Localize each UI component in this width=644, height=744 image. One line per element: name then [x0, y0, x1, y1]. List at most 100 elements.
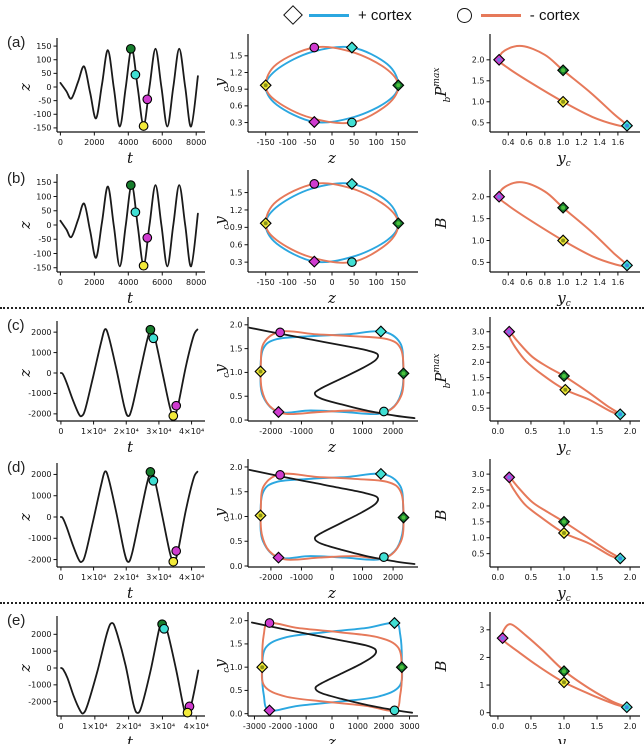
svg-text:-3000: -3000 — [243, 722, 266, 731]
marker-circle — [145, 467, 156, 477]
svg-text:100: 100 — [36, 192, 51, 201]
svg-text:1.5: 1.5 — [591, 427, 604, 436]
svg-text:-2000: -2000 — [28, 555, 51, 564]
svg-text:0.0: 0.0 — [492, 722, 505, 731]
marker-diamond — [374, 467, 387, 480]
svg-text:1.5: 1.5 — [230, 488, 243, 497]
svg-text:0.5: 0.5 — [525, 427, 538, 436]
axis-ticks: 0.0 0.5 1.0 1.5 2.0 0.5 1.0 1.5 2.0 2.5 3.0 — [472, 470, 637, 582]
marker-inner-dot — [497, 194, 502, 199]
svg-text:1.5: 1.5 — [591, 573, 604, 582]
series-curve — [59, 184, 199, 268]
svg-text:-1000: -1000 — [28, 681, 51, 690]
svg-text:2000: 2000 — [31, 470, 51, 479]
axes-spines — [489, 459, 640, 568]
marker-inner-dot — [258, 513, 263, 518]
x-axis-label: t — [127, 289, 134, 306]
axis-ticks: 0 1×10⁴ 2×10⁴ 3×10⁴ 4×10⁴ -2000 -1000 0 1000 2000 — [28, 630, 209, 731]
svg-text:2.5: 2.5 — [472, 486, 485, 495]
svg-text:2.0: 2.0 — [624, 573, 637, 582]
svg-text:0: 0 — [329, 138, 334, 147]
marker-circle — [347, 257, 357, 267]
marker-inner-dot — [625, 263, 629, 268]
panel-e-label: (e) — [7, 612, 26, 629]
x-axis-label: yc — [556, 438, 571, 455]
marker-circle — [171, 546, 182, 556]
plot-b-timeseries: 0 2000 4000 6000 8000 -150 -100 -50 0 50 100 150 t z — [0, 166, 210, 307]
axis-ticks: 0.4 0.6 0.8 1.0 1.2 1.4 1.6 0.5 1.0 1.5 2.0 — [472, 193, 625, 287]
marker-circle — [142, 232, 153, 243]
axes-spines — [56, 38, 205, 133]
axes-spines — [56, 174, 205, 273]
marker-inner-dot — [561, 205, 566, 210]
x-axis-label: z — [327, 733, 336, 744]
svg-text:1.0: 1.0 — [230, 663, 243, 672]
svg-text:4000: 4000 — [118, 278, 138, 287]
svg-text:-100: -100 — [33, 249, 51, 258]
plot-a-timeseries: 0 2000 4000 6000 8000 -150 -100 -50 0 50 100 150 t z — [0, 30, 210, 167]
axis-ticks: -150 -100 -50 0 50 100 150 0.3 0.6 0.9 1.2 1.5 — [230, 52, 406, 147]
marker-inner-dot — [624, 705, 629, 710]
marker-circle — [125, 180, 136, 190]
panel-a-label: (a) — [7, 34, 26, 51]
y-axis-label: bPmax — [432, 68, 453, 103]
svg-text:3×10⁴: 3×10⁴ — [150, 722, 175, 731]
svg-text:-1000: -1000 — [28, 534, 51, 543]
svg-text:1.0: 1.0 — [472, 534, 485, 543]
marker-circle — [138, 121, 149, 131]
svg-text:-1000: -1000 — [28, 389, 51, 398]
plot-canvas: -150 -100 -50 0 50 100 150 0.3 0.6 0.9 1.2 1.5 z cy — [211, 34, 418, 167]
plot-c-timeseries: 0 1×10⁴ 2×10⁴ 3×10⁴ 4×10⁴ -2000 -1000 0 1000 2000… — [0, 313, 210, 456]
marker-diamond — [345, 41, 358, 54]
svg-text:2.0: 2.0 — [230, 463, 243, 472]
y-axis-label: cy — [211, 78, 232, 92]
axis-ticks: 0 2000 4000 6000 8000 -150 -100 -50 0 50 100 150 — [33, 42, 206, 147]
marker-inner-dot — [263, 83, 268, 88]
svg-text:100: 100 — [36, 56, 51, 65]
panel-c-label: (c) — [7, 317, 25, 334]
marker-inner-dot — [500, 636, 505, 641]
marker-inner-dot — [401, 515, 406, 520]
svg-text:1×10⁴: 1×10⁴ — [82, 722, 107, 731]
plot-e-bifurcation: 0.0 0.5 1.0 1.5 2.0 0 1 2 3 yc B — [430, 608, 644, 744]
marker-inner-dot — [563, 387, 568, 392]
axis-ticks: -150 -100 -50 0 50 100 150 0.3 0.6 0.9 1.2 1.5 — [230, 188, 406, 287]
plot-canvas: -2000 -1000 0 1000 2000 0.0 0.5 1.0 1.5 2.0 z cy — [211, 317, 418, 456]
marker-inner-dot — [399, 665, 404, 670]
svg-text:0.3: 0.3 — [230, 118, 243, 127]
svg-text:3.0: 3.0 — [472, 328, 485, 337]
svg-text:1000: 1000 — [31, 348, 51, 357]
axes-spines — [247, 612, 418, 717]
y-axis-label: cy — [211, 659, 232, 673]
svg-text:0: 0 — [329, 573, 334, 582]
axis-ticks: -2000 -1000 0 1000 2000 0.0 0.5 1.0 1.5 2.0 — [230, 321, 404, 436]
plot-canvas: -3000 -2000 -1000 0 1000 2000 3000 0.0 0.5 1.0 1.5… — [211, 612, 420, 744]
svg-text:2.0: 2.0 — [230, 616, 243, 625]
svg-text:0.3: 0.3 — [230, 258, 243, 267]
y-axis-label: B — [432, 217, 450, 229]
svg-text:2000: 2000 — [383, 573, 403, 582]
svg-text:0.5: 0.5 — [230, 392, 243, 401]
plot-canvas: 0 1×10⁴ 2×10⁴ 3×10⁴ 4×10⁴ -2000 -1000 0 1000 2000… — [16, 321, 205, 456]
svg-text:-1000: -1000 — [295, 722, 318, 731]
series-curve — [260, 621, 403, 712]
axes-spines — [56, 616, 205, 717]
svg-text:2×10⁴: 2×10⁴ — [114, 427, 139, 436]
series-curve — [498, 44, 628, 128]
svg-text:0.0: 0.0 — [492, 573, 505, 582]
series-curve — [261, 621, 404, 712]
svg-text:100: 100 — [369, 278, 384, 287]
plot-b-bifurcation: 0.4 0.6 0.8 1.0 1.2 1.4 1.6 0.5 1.0 1.5 2.0 yc B — [430, 166, 644, 309]
plot-d-bifurcation: 0.0 0.5 1.0 1.5 2.0 0.5 1.0 1.5 2.0 2.5 3.0 yc B — [430, 455, 644, 604]
svg-text:-100: -100 — [33, 110, 51, 119]
svg-text:0.8: 0.8 — [538, 278, 551, 287]
marker-circle — [379, 406, 389, 417]
svg-text:1.2: 1.2 — [575, 278, 588, 287]
svg-text:2000: 2000 — [374, 722, 394, 731]
dotted-separator — [0, 307, 644, 313]
svg-text:1.6: 1.6 — [612, 138, 625, 147]
svg-text:0.5: 0.5 — [472, 404, 485, 413]
svg-text:0.4: 0.4 — [502, 138, 515, 147]
plus-cortex-label: + cortex — [358, 6, 412, 24]
panel-a: (a) 0 2000 4000 6000 8000 -150 -100 -50 0 50 100 15… — [0, 30, 644, 169]
